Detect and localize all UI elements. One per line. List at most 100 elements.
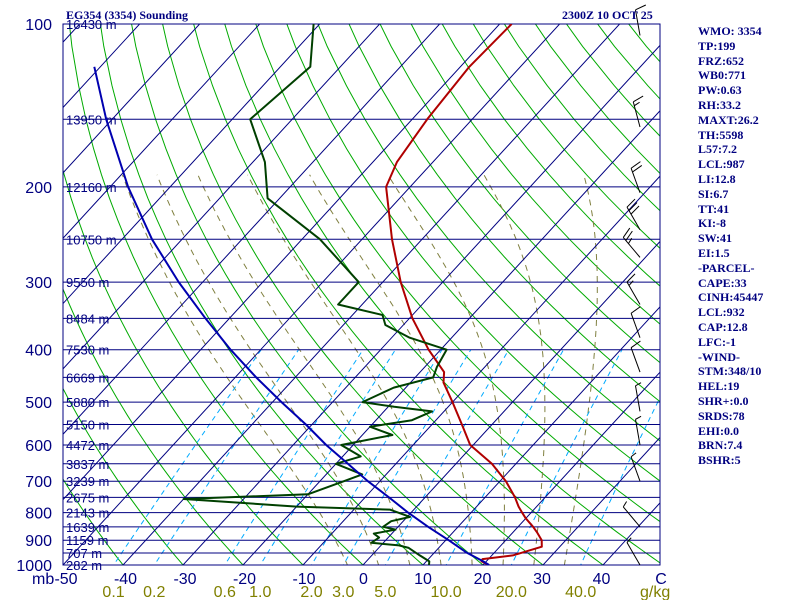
mixing-ratio-line — [342, 349, 472, 565]
index-line: LCL:987 — [698, 157, 745, 172]
wind-barb-half-flag — [635, 415, 642, 420]
wind-barb — [626, 537, 641, 566]
height-label: 3239 m — [66, 474, 109, 489]
isotherm-line — [482, 371, 660, 565]
parcel-profile-line — [93, 66, 490, 565]
pressure-tick-label: 200 — [25, 180, 52, 197]
height-label: 9550 m — [66, 275, 109, 290]
index-line: -WIND- — [698, 349, 740, 364]
wind-barb — [630, 452, 641, 482]
wind-barb — [626, 198, 641, 230]
mixing-ratio-line — [153, 349, 300, 565]
wind-barb-staff — [630, 456, 641, 482]
wind-barb-flag — [626, 273, 636, 283]
wind-barb-staff — [634, 419, 641, 446]
height-label: 7530 m — [66, 343, 109, 358]
temperature-tick-label: -50 — [54, 571, 77, 588]
pressure-tick-label: 300 — [25, 275, 52, 292]
height-label: 6669 m — [66, 370, 109, 385]
isotherm-line — [302, 175, 660, 565]
dry-adiabat-line — [63, 387, 184, 565]
height-label: 3837 m — [66, 457, 109, 472]
height-label: 282 m — [66, 558, 102, 573]
wind-barb — [630, 306, 641, 338]
mixing-ratio-tick-label: 0.2 — [143, 584, 165, 600]
isotherm-line — [422, 306, 660, 565]
index-line: -PARCEL- — [698, 260, 755, 275]
index-line: TH:5598 — [698, 127, 744, 142]
mixing-ratio-tick-label: 1.0 — [249, 584, 271, 600]
wind-barb — [634, 382, 642, 412]
dewpoint-profile-line — [182, 24, 448, 565]
index-line: WB0:771 — [698, 68, 746, 83]
wind-barb-half-flag — [634, 101, 640, 107]
isotherm-line — [63, 24, 441, 436]
wind-barb-flag — [633, 95, 644, 103]
index-line: MAXT:26.2 — [698, 112, 759, 127]
height-label: 707 m — [66, 546, 102, 561]
wind-barb — [622, 227, 641, 258]
index-line: RH:33.2 — [698, 97, 741, 112]
index-line: L57:7.2 — [698, 142, 737, 157]
moist-adiabat-line — [483, 174, 546, 565]
temperature-profile-line — [385, 24, 543, 565]
mixing-ratio-tick-label: 3.0 — [332, 584, 354, 600]
pressure-tick-label: 100 — [25, 17, 52, 34]
index-line: SI:6.7 — [698, 186, 729, 201]
index-line: KI:-8 — [698, 216, 726, 231]
wind-barb-half-flag — [626, 537, 632, 543]
height-label: 8484 m — [66, 311, 109, 326]
profile-lines — [93, 24, 543, 565]
mixing-ratio-line — [112, 349, 262, 565]
isotherm-line — [63, 24, 501, 501]
index-line: WMO: 3354 — [698, 24, 762, 38]
wind-barb-flag — [625, 230, 633, 241]
height-label: 10750 m — [66, 232, 117, 247]
wind-barb-staff — [630, 168, 641, 193]
wind-barb-half-flag — [628, 280, 634, 286]
valid-time: 2300Z 10 OCT 25 — [562, 8, 653, 22]
height-label: 12160 m — [66, 180, 117, 195]
wind-barb-staff — [626, 542, 641, 566]
height-label: 1159 m — [66, 533, 108, 548]
isotherm-line — [63, 24, 141, 109]
isotherm-line — [362, 240, 660, 565]
index-line: LCL:932 — [698, 305, 745, 320]
wind-barb-half-flag — [630, 452, 637, 458]
temperature-tick-label: 20 — [474, 571, 492, 588]
plot-frame — [62, 23, 661, 566]
index-line: EHI:0.0 — [698, 423, 740, 438]
index-line: TP:199 — [698, 38, 736, 53]
mixing-ratio-line — [259, 349, 396, 565]
index-line: BSHR:5 — [698, 453, 741, 468]
wind-barb-staff — [634, 9, 641, 36]
wind-barb — [632, 95, 644, 128]
dry-adiabat-line — [63, 478, 124, 565]
moist-adiabat-line — [122, 174, 348, 565]
mixing-ratio-unit: g/kg — [640, 584, 670, 600]
isotherm-line — [182, 44, 660, 565]
dry-adiabat-line — [68, 24, 364, 565]
index-line: STM:348/10 — [698, 364, 762, 379]
mixing-ratio-tick-label: 20.0 — [496, 584, 527, 600]
isotherm-line — [242, 110, 660, 565]
temperature-tick-label: -30 — [173, 571, 196, 588]
index-line: SW:41 — [698, 231, 733, 246]
temperature-tick-label: -40 — [114, 571, 137, 588]
temperature-tick-label: 10 — [414, 571, 432, 588]
pressure-tick-label: 1000 — [16, 558, 52, 575]
pressure-axis-unit: mb — [32, 571, 54, 588]
mixing-ratio-line — [224, 349, 364, 565]
index-line: CINH:45447 — [698, 290, 764, 305]
wind-barb-flag — [630, 161, 641, 169]
wind-barb-flag — [626, 198, 636, 208]
mixing-ratio-tick-label: 40.0 — [565, 584, 596, 600]
mixing-ratio-tick-label: 2.0 — [300, 584, 322, 600]
moist-adiabat-line — [197, 174, 411, 565]
wind-barb-staff — [632, 101, 641, 128]
height-label: 5880 m — [66, 395, 109, 410]
temperature-tick-label: -20 — [233, 571, 256, 588]
pressure-tick-label: 400 — [25, 343, 52, 360]
